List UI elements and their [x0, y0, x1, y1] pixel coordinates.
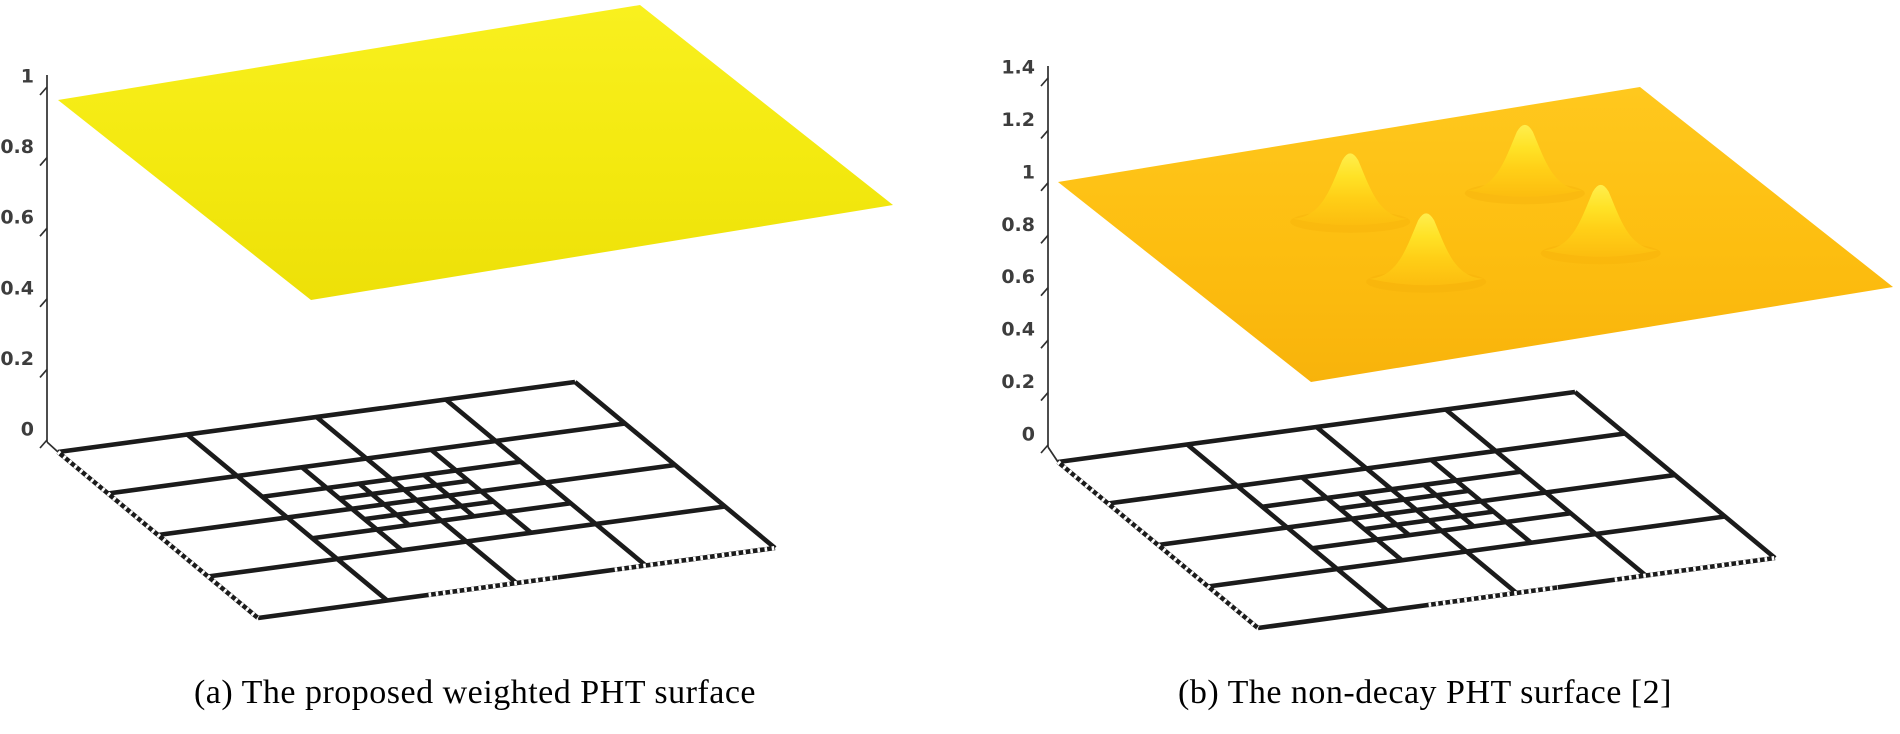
z-axis-tick — [1040, 444, 1049, 454]
tmesh-line — [364, 499, 494, 522]
tmesh-line — [1573, 390, 1777, 560]
hatched-edge-front — [428, 575, 559, 597]
z-axis-a: 1 0.8 0.6 0.4 0.2 0 — [0, 66, 59, 453]
tmesh-line — [422, 473, 476, 519]
tmesh-line — [157, 462, 676, 538]
tmesh-line — [1444, 407, 1648, 578]
z-axis-b: 1.4 1.2 1 0.8 0.6 0.4 0.2 0 — [1001, 57, 1059, 463]
tmesh-line — [429, 447, 533, 535]
tmesh-b — [1056, 389, 1777, 631]
peak-bump — [1467, 124, 1582, 197]
z-tick-label: 1.2 — [1001, 109, 1035, 131]
z-axis-tick — [1040, 234, 1049, 244]
z-axis-tick — [1040, 77, 1049, 87]
z-tick-label: 0.2 — [0, 348, 34, 370]
z-axis-tick — [39, 227, 48, 237]
tmesh-line — [1300, 475, 1404, 563]
axis-corner-connector — [46, 441, 59, 453]
peak-bump — [1543, 184, 1658, 257]
z-axis-tick — [1040, 339, 1049, 349]
hatched-edge-left — [1056, 460, 1260, 630]
panel-plot-a: 1 0.8 0.6 0.4 0.2 0 — [0, 5, 893, 621]
captions-row: (a) The proposed weighted PHT surface (b… — [0, 674, 1900, 712]
tmesh-line — [1422, 483, 1476, 529]
peak-bump — [1369, 213, 1484, 286]
surface-a — [58, 5, 893, 300]
surface-plots-canvas: 1 0.8 0.6 0.4 0.2 0 1.4 1.2 1 0.8 0.6 0.4 0.2 0 — [0, 5, 1893, 631]
surface-b — [1058, 87, 1893, 382]
z-tick-label: 0 — [1022, 424, 1035, 446]
tmesh-line — [1311, 510, 1572, 551]
tmesh-line — [1157, 472, 1676, 548]
tmesh-line — [1357, 491, 1411, 537]
z-tick-label: 1.4 — [1001, 57, 1035, 79]
hatched-edge-left — [56, 450, 260, 620]
z-axis-tick — [39, 298, 48, 308]
tmesh-line — [300, 465, 404, 553]
z-axis-tick — [39, 86, 48, 96]
z-tick-label: 0.6 — [0, 207, 34, 229]
tmesh-line — [1429, 457, 1533, 545]
z-axis-tick — [39, 439, 48, 449]
hatched-edge-front — [1614, 555, 1776, 582]
z-tick-label: 0.4 — [1001, 319, 1035, 341]
tmesh-line — [1261, 469, 1522, 510]
tmesh-line — [1364, 509, 1494, 532]
tmesh-line — [311, 500, 572, 541]
panel-plot-b: 1.4 1.2 1 0.8 0.6 0.4 0.2 0 — [1001, 57, 1893, 631]
hatched-edge-front — [1428, 585, 1559, 607]
peak-bump — [1293, 153, 1408, 226]
z-tick-label: 0.4 — [0, 277, 34, 299]
tmesh-line — [1207, 514, 1726, 589]
tmesh-line — [207, 504, 726, 579]
z-tick-label: 1 — [1022, 161, 1035, 183]
tmesh-line — [261, 459, 522, 500]
axis-corner-connector — [1047, 446, 1059, 463]
z-tick-label: 0.6 — [1001, 266, 1035, 288]
z-axis-tick — [1040, 182, 1049, 192]
tmesh-line — [357, 481, 411, 527]
z-axis-tick — [1040, 129, 1049, 139]
z-axis-tick — [1040, 392, 1049, 402]
caption-panel-b: (b) The non-decay PHT surface [2] — [1178, 674, 1672, 711]
tmesh-line — [339, 478, 469, 501]
z-tick-label: 0 — [21, 419, 34, 441]
hatched-edge-front — [614, 545, 776, 572]
mesh-edge-hatching — [1056, 460, 1776, 630]
tmesh-a — [56, 379, 777, 621]
tmesh-line — [1339, 488, 1469, 511]
z-axis-tick — [39, 157, 48, 167]
z-axis-tick — [39, 368, 48, 378]
z-axis-tick — [1040, 287, 1049, 297]
z-tick-label: 0.8 — [1001, 214, 1035, 236]
z-tick-label: 0.8 — [0, 136, 34, 158]
z-tick-label: 0.2 — [1001, 371, 1035, 393]
mesh-edge-hatching — [56, 450, 776, 620]
tmesh-line — [444, 397, 648, 568]
tmesh-line — [573, 380, 777, 550]
caption-panel-a: (a) The proposed weighted PHT surface — [193, 674, 757, 711]
z-tick-label: 1 — [21, 66, 34, 88]
